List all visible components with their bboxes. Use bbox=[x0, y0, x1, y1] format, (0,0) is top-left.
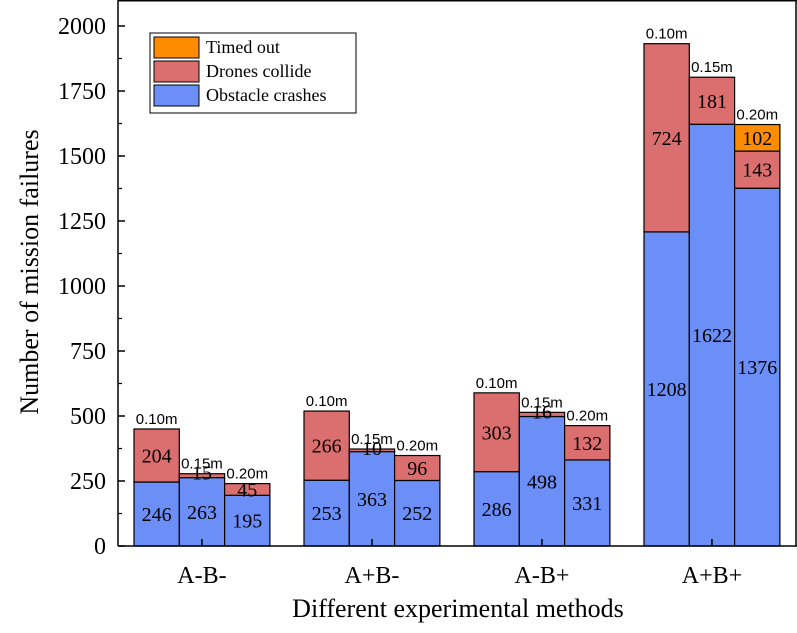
data-label-collide-2-2: 132 bbox=[572, 433, 602, 455]
bar-obstacle-3-1 bbox=[688, 123, 736, 547]
y-tick-label-500: 500 bbox=[70, 404, 106, 430]
bar-collide-3-2 bbox=[733, 150, 781, 189]
legend-label-0: Timed out bbox=[206, 37, 280, 57]
data-label-collide-1-2: 96 bbox=[407, 458, 427, 480]
data-label-obstacle-1-0: 253 bbox=[312, 503, 342, 525]
bar-timeout-3-2 bbox=[733, 123, 781, 152]
data-label-collide-1-0: 266 bbox=[312, 436, 342, 458]
y-tick-label-750: 750 bbox=[70, 339, 106, 365]
y-tick-label-0: 0 bbox=[94, 534, 106, 560]
x-tick-label-3: A+B+ bbox=[682, 563, 742, 589]
legend-swatch-2 bbox=[153, 84, 200, 107]
bar-size-label-0-2: 0.20m bbox=[226, 466, 268, 483]
y-tick-label-1500: 1500 bbox=[58, 144, 106, 170]
bar-size-label-1-0: 0.10m bbox=[306, 393, 348, 410]
y-tick-label-250: 250 bbox=[70, 469, 106, 495]
bar-size-label-1-1: 0.15m bbox=[351, 431, 393, 448]
legend: Timed out Drones collide Obstacle crashes bbox=[149, 32, 357, 114]
data-label-collide-3-2: 143 bbox=[742, 160, 772, 182]
x-axis-title: Different experimental methods bbox=[292, 594, 624, 623]
data-label-obstacle-2-1: 498 bbox=[527, 471, 557, 493]
bar-size-label-3-2: 0.20m bbox=[736, 107, 778, 124]
bar-collide-1-0 bbox=[303, 410, 350, 481]
data-label-collide-0-1: 15 bbox=[192, 463, 212, 485]
bar-collide-2-2 bbox=[563, 425, 611, 461]
bar-collide-3-1 bbox=[688, 76, 736, 125]
y-tick-label-1750: 1750 bbox=[58, 79, 106, 105]
bar-size-label-0-1: 0.15m bbox=[181, 456, 223, 473]
bar-collide-0-2 bbox=[224, 483, 271, 496]
data-label-obstacle-0-0: 246 bbox=[142, 504, 172, 526]
y-tick-label-1000: 1000 bbox=[58, 274, 106, 300]
data-label-obstacle-2-2: 331 bbox=[572, 493, 602, 515]
x-tick-label-1: A+B- bbox=[345, 563, 400, 589]
data-label-collide-2-1: 16 bbox=[532, 401, 552, 423]
x-tick-label-0: A-B- bbox=[177, 563, 226, 589]
data-label-obstacle-0-2: 195 bbox=[232, 511, 262, 533]
data-label-collide-0-2: 45 bbox=[237, 479, 257, 501]
legend-label-2: Obstacle crashes bbox=[206, 85, 326, 105]
bar-collide-2-0 bbox=[473, 392, 520, 473]
legend-label-1: Drones collide bbox=[206, 61, 311, 81]
data-label-obstacle-3-2: 1376 bbox=[737, 357, 777, 379]
bar-obstacle-3-2 bbox=[733, 187, 781, 547]
y-axis-title: Number of mission failures bbox=[15, 129, 44, 414]
bar-collide-3-0 bbox=[643, 43, 690, 233]
data-label-obstacle-3-1: 1622 bbox=[692, 325, 732, 347]
data-label-collide-1-1: 10 bbox=[362, 438, 382, 460]
y-tick-label-1250: 1250 bbox=[58, 209, 106, 235]
bar-obstacle-2-2 bbox=[563, 459, 611, 547]
data-label-collide-3-1: 181 bbox=[697, 91, 727, 113]
bar-collide-0-0 bbox=[133, 428, 180, 483]
bar-size-label-2-1: 0.15m bbox=[521, 394, 563, 411]
y-tick-label-2000: 2000 bbox=[58, 14, 106, 40]
bar-size-label-3-0: 0.10m bbox=[646, 26, 688, 43]
bar-size-label-3-1: 0.15m bbox=[691, 59, 733, 76]
bar-obstacle-0-0 bbox=[133, 481, 180, 547]
bar-size-label-2-2: 0.20m bbox=[566, 408, 608, 425]
data-label-obstacle-0-1: 263 bbox=[187, 502, 217, 524]
bar-size-label-1-2: 0.20m bbox=[396, 438, 438, 455]
data-label-obstacle-2-0: 286 bbox=[482, 499, 512, 521]
data-label-obstacle-3-0: 1208 bbox=[647, 379, 687, 401]
data-label-obstacle-1-2: 252 bbox=[402, 503, 432, 525]
legend-swatch-0 bbox=[153, 36, 200, 59]
data-label-collide-0-0: 204 bbox=[142, 446, 172, 468]
x-tick-label-2: A-B+ bbox=[515, 563, 570, 589]
data-label-collide-2-0: 303 bbox=[482, 422, 512, 444]
bar-obstacle-1-2 bbox=[394, 479, 441, 547]
bar-collide-1-2 bbox=[394, 454, 441, 482]
data-label-obstacle-1-1: 363 bbox=[357, 489, 387, 511]
bar-size-label-0-0: 0.10m bbox=[136, 411, 178, 428]
bar-collide-2-1 bbox=[518, 411, 566, 418]
bar-collide-1-1 bbox=[348, 448, 396, 453]
bar-collide-0-1 bbox=[178, 473, 226, 479]
data-label-timeout-3-2: 102 bbox=[742, 128, 772, 150]
bar-obstacle-0-2 bbox=[224, 494, 271, 547]
data-label-collide-3-0: 724 bbox=[652, 128, 682, 150]
legend-swatch-1 bbox=[153, 60, 200, 83]
bar-size-label-2-0: 0.10m bbox=[476, 375, 518, 392]
